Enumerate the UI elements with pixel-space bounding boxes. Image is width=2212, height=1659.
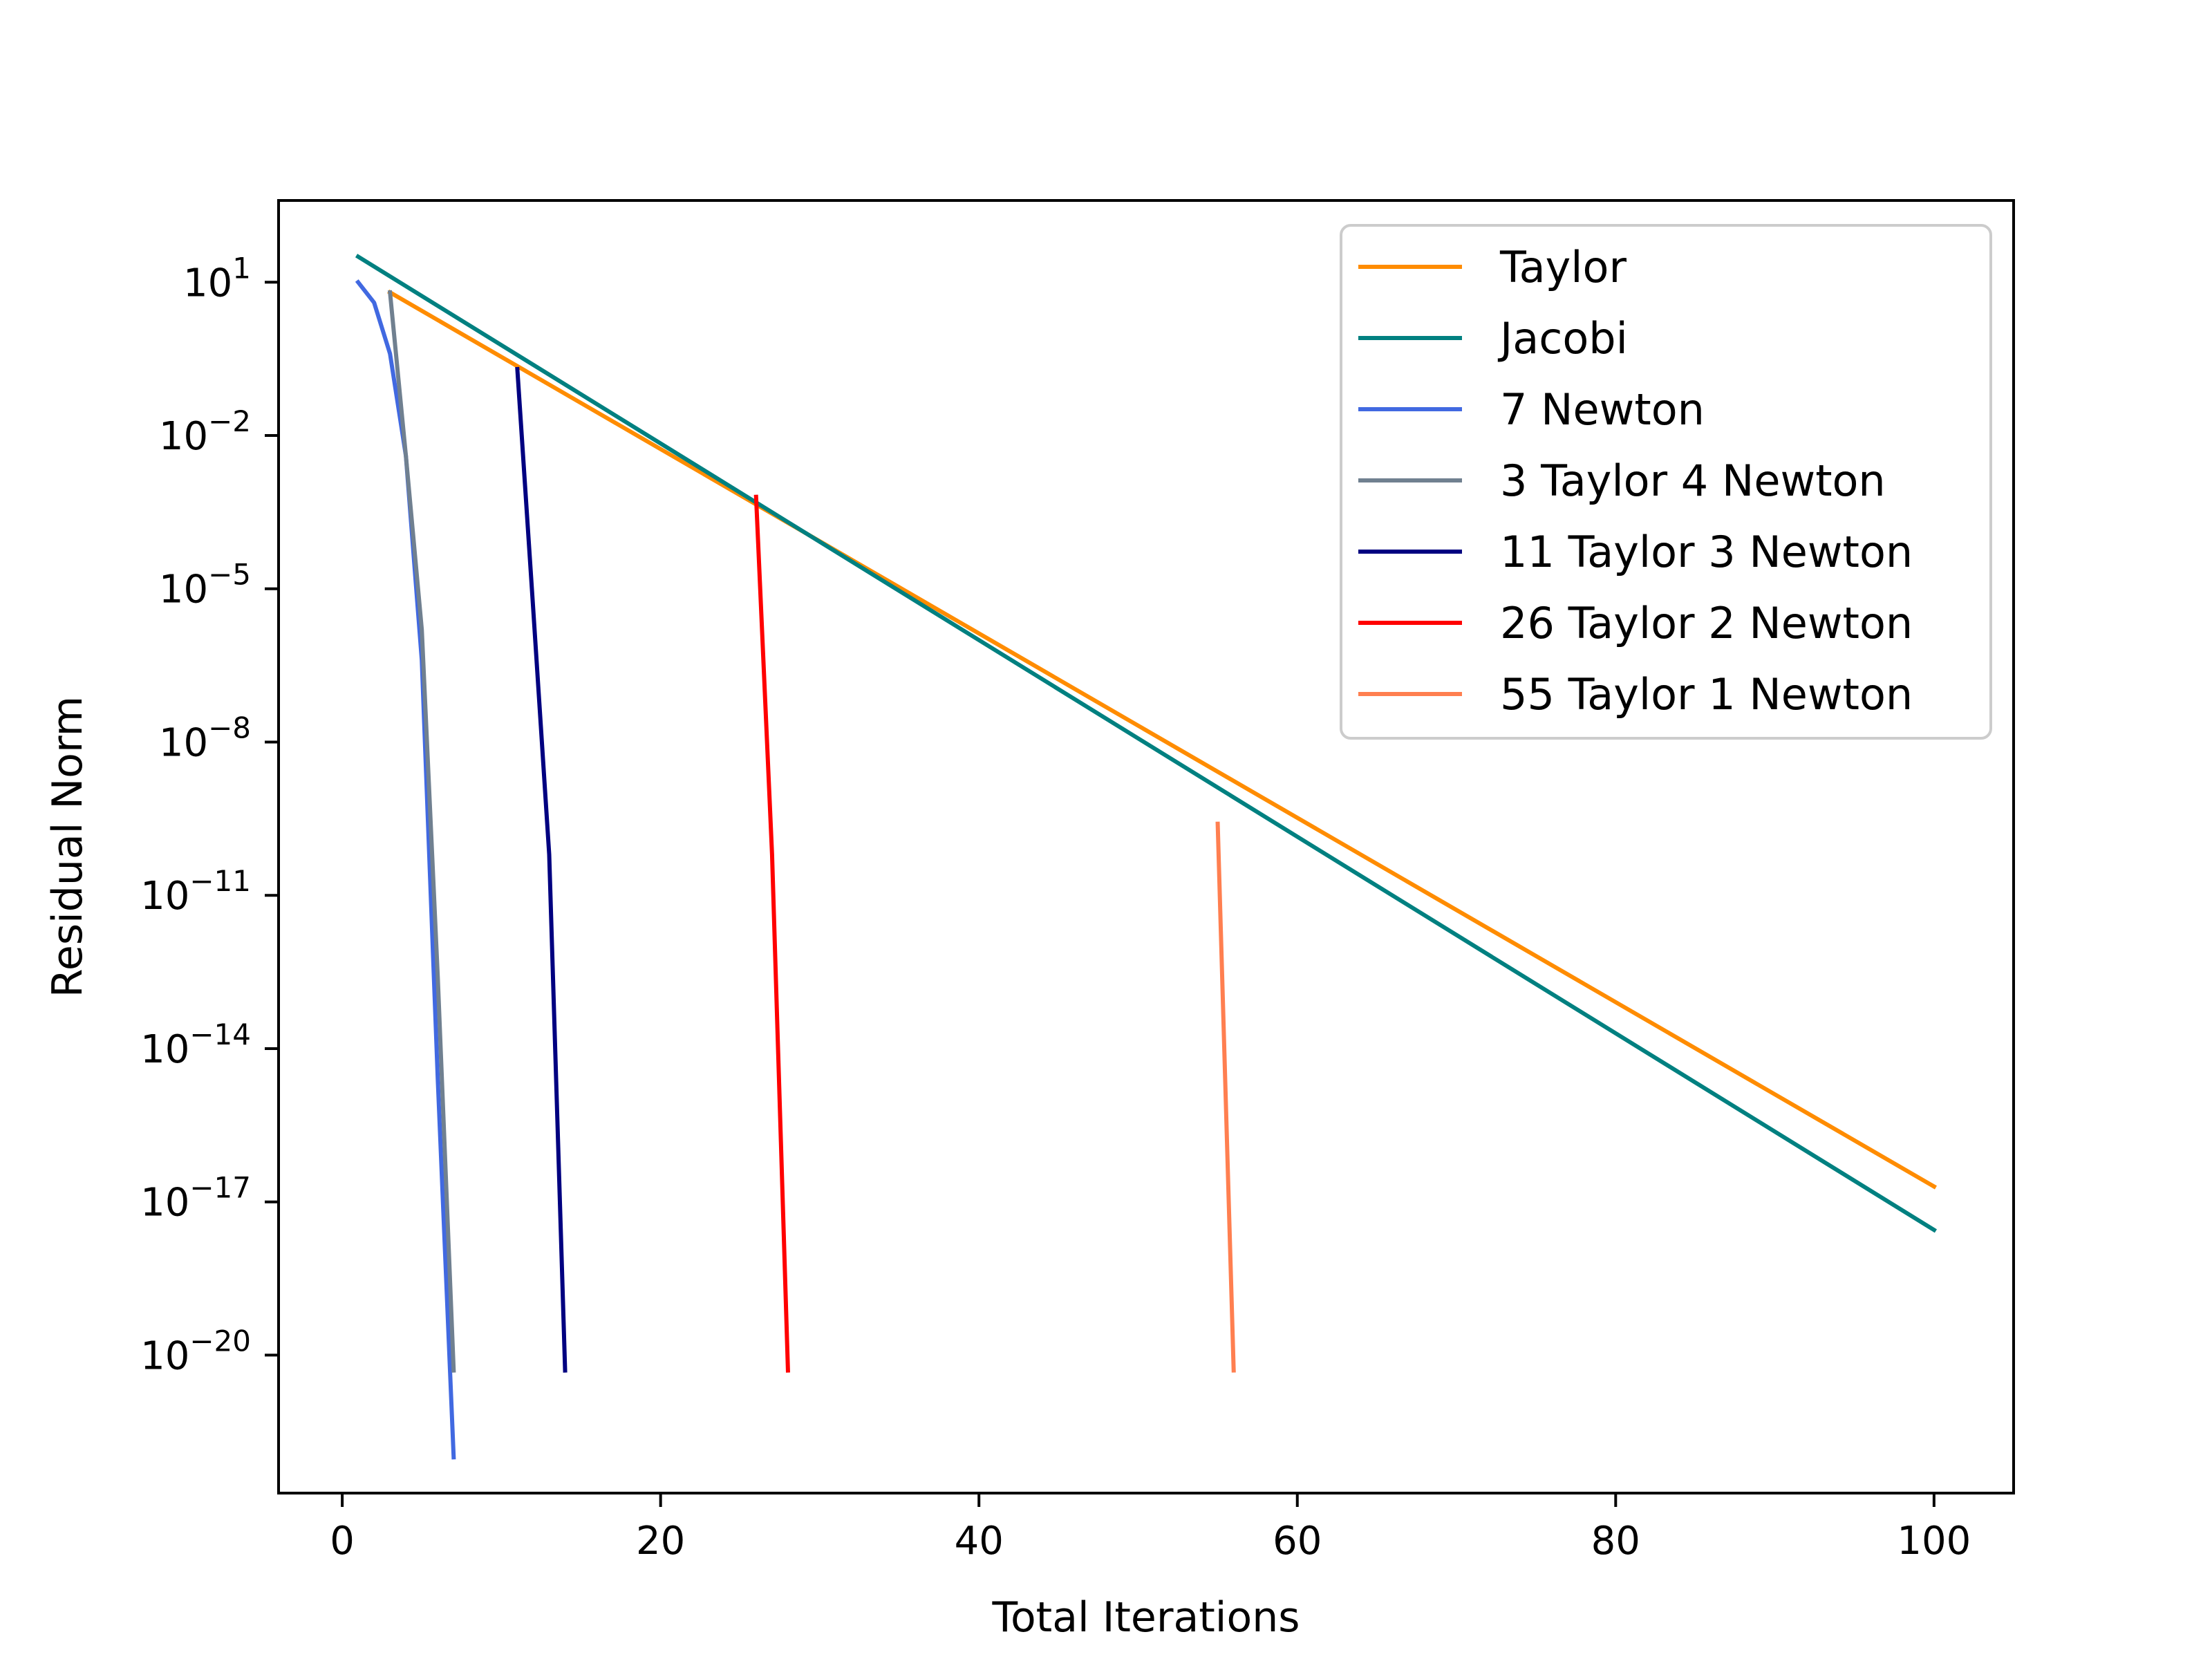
y-tick-label: 101	[183, 251, 251, 306]
x-tick-label: 60	[1273, 1519, 1322, 1564]
x-tick-label: 100	[1897, 1519, 1971, 1564]
y-tick-label: 10−11	[140, 864, 251, 919]
plot-frame	[277, 199, 2015, 1494]
x-tick-label: 80	[1591, 1519, 1640, 1564]
y-tick-label: 10−5	[159, 558, 251, 612]
y-tick-label: 10−2	[159, 404, 251, 459]
legend-label-5: 26 Taylor 2 Newton	[1500, 598, 1913, 648]
x-axis-title: Total Iterations	[992, 1593, 1300, 1642]
series-line-5	[753, 494, 790, 1373]
legend-label-4: 11 Taylor 3 Newton	[1500, 527, 1913, 577]
x-tick-label: 0	[330, 1519, 355, 1564]
series-line-1	[355, 254, 1938, 1233]
y-tick-label: 10−20	[140, 1324, 251, 1378]
legend-label-0: Taylor	[1499, 242, 1627, 292]
legend-label-1: Jacobi	[1497, 313, 1628, 364]
x-axis: 0 20 40 60 80 100	[330, 1493, 1971, 1564]
y-tick-label: 10−8	[159, 711, 251, 765]
series-line-3	[387, 290, 456, 1373]
series-line-0	[387, 289, 1937, 1190]
legend-box	[1340, 224, 1992, 740]
legend-label-3: 3 Taylor 4 Newton	[1500, 456, 1886, 506]
x-tick-label: 20	[636, 1519, 685, 1564]
y-tick-label: 10−14	[140, 1018, 251, 1072]
legend-label-2: 7 Newton	[1500, 384, 1705, 435]
series-layer	[355, 254, 1938, 1460]
legend-label-6: 55 Taylor 1 Newton	[1500, 669, 1913, 720]
y-axis-title: Residual Norm	[44, 696, 92, 997]
legend: Taylor Jacobi 7 Newton 3 Taylor 4 Newton 11 …	[1340, 224, 1992, 740]
series-line-4	[515, 366, 568, 1373]
y-tick-label: 10−17	[140, 1171, 251, 1226]
series-line-6	[1215, 821, 1236, 1373]
y-axis: 101 10−2 10−5 10−8 10−11 10−14 10−17 10−20	[140, 251, 279, 1378]
x-tick-label: 40	[955, 1519, 1004, 1564]
